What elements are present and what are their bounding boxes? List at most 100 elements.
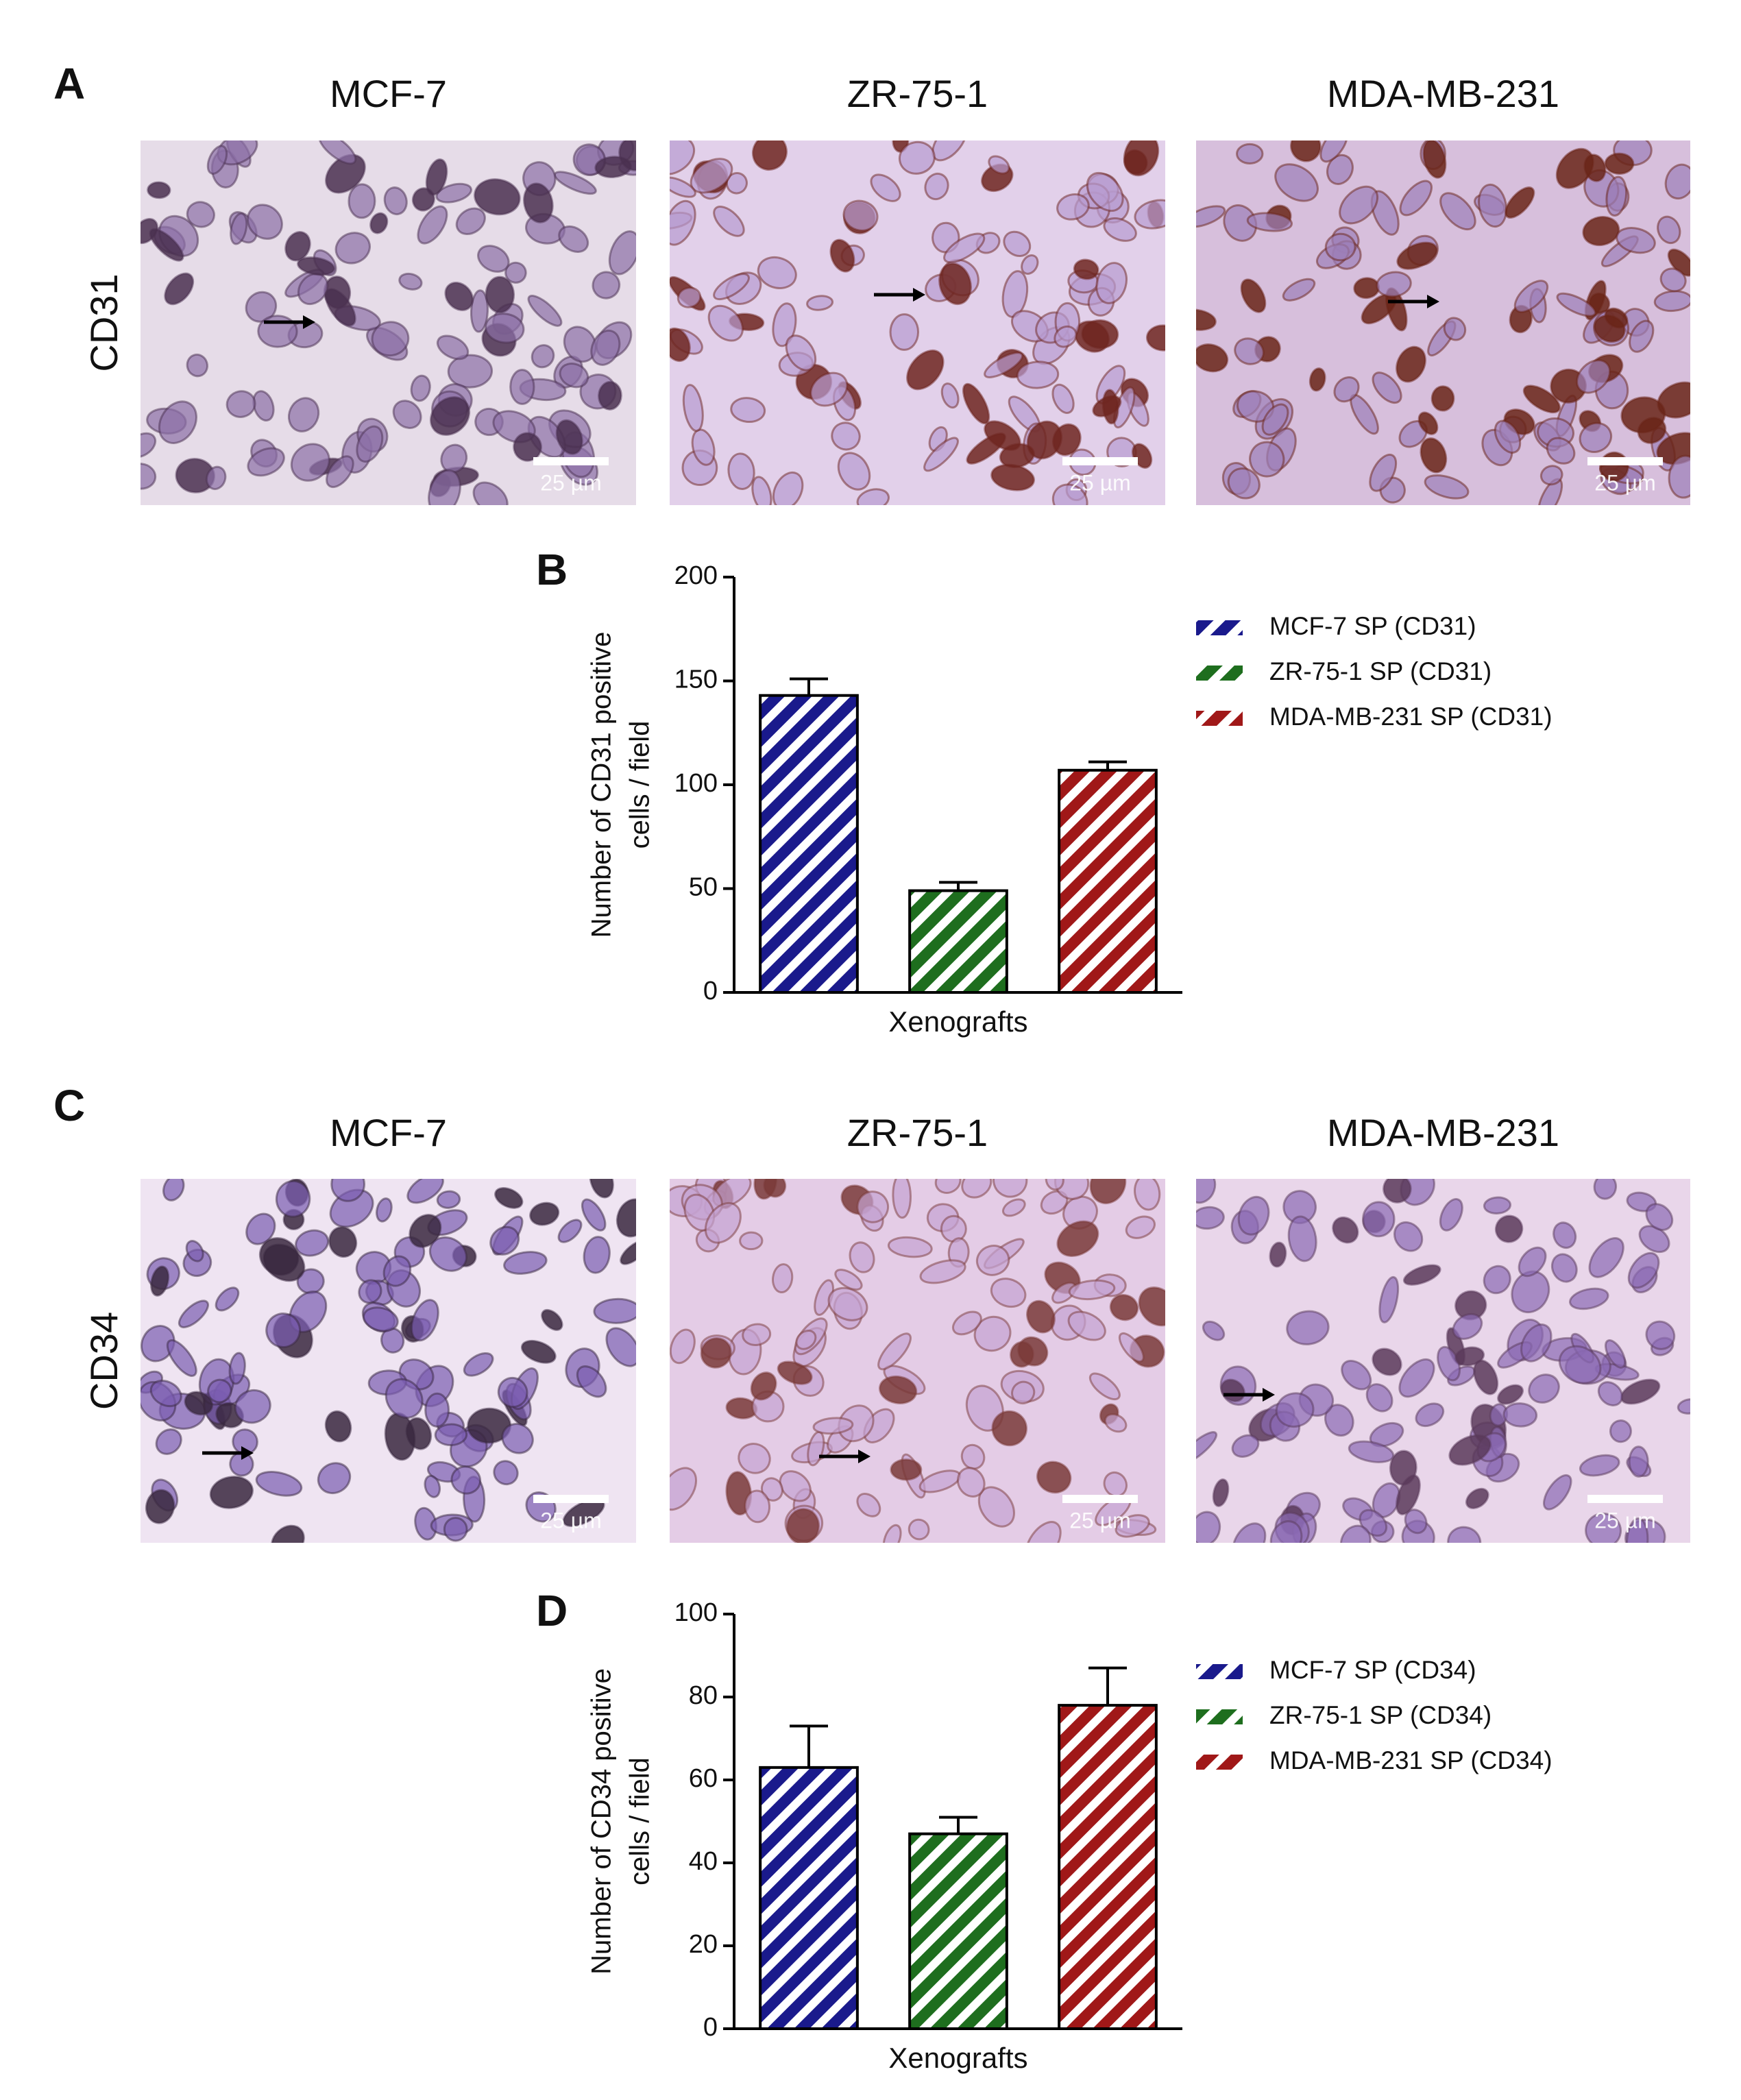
legend-swatch <box>1196 620 1243 635</box>
cell <box>1483 1265 1511 1295</box>
cell <box>1604 1339 1627 1369</box>
y-tick-label: 200 <box>674 561 718 590</box>
cell <box>430 396 471 436</box>
cell <box>919 1259 966 1284</box>
cell <box>1016 361 1060 389</box>
cell <box>1628 1445 1649 1478</box>
cell <box>209 1476 254 1509</box>
cell <box>447 354 494 389</box>
scale-bar-label: 25 µm <box>1594 470 1656 495</box>
cell <box>1518 1246 1547 1278</box>
cell <box>226 390 256 418</box>
cell <box>497 1376 528 1408</box>
cell <box>1555 147 1594 189</box>
cell <box>1579 422 1613 453</box>
cell <box>382 1255 412 1287</box>
legend-label: ZR-75-1 SP (CD34) <box>1269 1701 1492 1729</box>
cell <box>358 1279 382 1304</box>
cell <box>677 286 702 308</box>
y-axis-label: cells / field <box>625 721 655 849</box>
cell <box>1502 1402 1538 1428</box>
cell <box>704 1202 742 1244</box>
cell <box>504 261 527 284</box>
cell <box>328 1226 358 1258</box>
cell <box>1290 141 1322 162</box>
cell <box>356 425 384 463</box>
cell <box>1104 1413 1128 1433</box>
cell <box>206 145 228 175</box>
cell <box>1585 1512 1622 1543</box>
cell <box>849 1241 875 1273</box>
cell <box>1569 1287 1609 1310</box>
cell <box>593 1297 636 1324</box>
cell <box>186 201 215 228</box>
cell <box>503 1251 548 1275</box>
cell <box>1550 1253 1578 1283</box>
cell <box>576 1365 607 1398</box>
cell <box>436 334 470 361</box>
cell <box>1376 271 1412 298</box>
cell <box>1246 212 1293 232</box>
cell <box>951 1310 982 1336</box>
cell <box>1275 1392 1315 1428</box>
cell <box>509 369 535 405</box>
cell <box>527 295 563 327</box>
cell <box>592 271 621 300</box>
cell <box>670 1467 698 1511</box>
cell <box>581 1198 607 1232</box>
cell <box>1054 1179 1090 1200</box>
cell <box>1068 1279 1116 1301</box>
legend-swatch <box>1196 1664 1243 1679</box>
cell <box>837 452 871 491</box>
cell <box>1483 1196 1512 1214</box>
cell <box>1125 1215 1156 1239</box>
cell <box>887 1236 933 1258</box>
micrograph: 25 µm <box>670 141 1165 505</box>
cell <box>455 207 486 236</box>
cell <box>1657 215 1681 245</box>
cell <box>147 181 171 199</box>
column-title: ZR-75-1 <box>847 1111 988 1154</box>
scale-bar-label: 25 µm <box>540 470 602 495</box>
cell <box>513 432 542 462</box>
cell <box>906 349 945 391</box>
cell <box>141 432 157 459</box>
cell <box>1026 1299 1056 1334</box>
cell <box>1369 453 1398 492</box>
cell <box>739 1231 764 1251</box>
cell <box>879 1375 918 1404</box>
cell <box>583 1236 611 1274</box>
cell <box>990 1278 1027 1308</box>
micrograph: 25 µm <box>141 141 636 505</box>
cell <box>856 1191 890 1223</box>
cell <box>670 1328 696 1365</box>
cell <box>1454 1346 1485 1367</box>
cell <box>557 1219 583 1243</box>
column-title: MCF-7 <box>330 72 447 115</box>
cell <box>1231 1434 1260 1458</box>
cell <box>1308 367 1326 392</box>
micrograph: 25 µm <box>1196 141 1690 505</box>
cell <box>234 1389 271 1424</box>
cell <box>1546 437 1576 465</box>
cell <box>616 1198 636 1238</box>
cell <box>938 262 972 306</box>
cell <box>324 1410 352 1443</box>
cell <box>155 1428 182 1455</box>
cell <box>270 1524 305 1543</box>
scale-bar <box>533 457 609 465</box>
cell <box>245 1212 276 1245</box>
cell <box>369 212 389 234</box>
cell <box>232 1428 258 1455</box>
legend-label: MDA-MB-231 SP (CD34) <box>1269 1746 1553 1774</box>
cell <box>1402 1264 1441 1286</box>
column-title: MDA-MB-231 <box>1327 72 1559 115</box>
micrograph: 25 µm <box>1196 1179 1690 1543</box>
cell <box>838 1404 875 1443</box>
cell <box>990 463 1035 491</box>
cell <box>477 245 510 273</box>
cell <box>1282 278 1316 302</box>
cell <box>966 432 1006 465</box>
cell <box>1326 154 1354 185</box>
